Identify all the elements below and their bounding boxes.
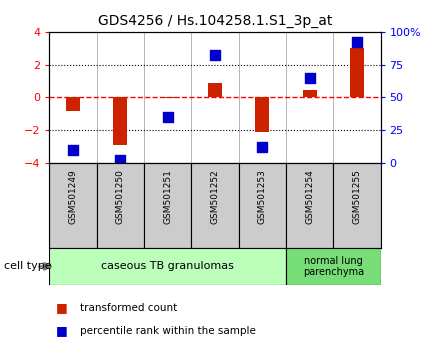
Text: GSM501249: GSM501249	[69, 169, 77, 223]
Text: GSM501252: GSM501252	[211, 169, 219, 223]
Bar	[144, 163, 191, 248]
Text: normal lung
parenchyma: normal lung parenchyma	[303, 256, 364, 277]
Point	[306, 75, 313, 81]
Bar	[161, 97, 175, 98]
Text: ■: ■	[56, 302, 68, 314]
Bar	[113, 97, 127, 145]
Text: cell type: cell type	[4, 261, 52, 272]
Bar	[350, 48, 364, 97]
Bar	[239, 163, 286, 248]
Point	[212, 53, 218, 58]
Text: percentile rank within the sample: percentile rank within the sample	[80, 326, 255, 336]
Bar	[286, 163, 333, 248]
Bar	[333, 163, 381, 248]
Bar	[208, 82, 222, 97]
Bar	[49, 248, 286, 285]
Text: GSM501254: GSM501254	[305, 169, 314, 223]
Bar	[286, 248, 381, 285]
Text: GSM501251: GSM501251	[163, 169, 172, 224]
Bar	[49, 163, 97, 248]
Text: caseous TB granulomas: caseous TB granulomas	[101, 261, 234, 272]
Point	[259, 144, 266, 150]
Text: ■: ■	[56, 325, 68, 337]
Point	[353, 40, 360, 45]
Point	[117, 158, 124, 163]
Text: GSM501253: GSM501253	[258, 169, 267, 224]
Text: GSM501250: GSM501250	[116, 169, 125, 224]
Bar	[303, 90, 316, 97]
Bar	[97, 163, 144, 248]
Title: GDS4256 / Hs.104258.1.S1_3p_at: GDS4256 / Hs.104258.1.S1_3p_at	[98, 14, 332, 28]
Text: GSM501255: GSM501255	[353, 169, 361, 224]
Bar	[191, 163, 239, 248]
Text: transformed count: transformed count	[80, 303, 177, 313]
Point	[164, 114, 171, 120]
Point	[70, 147, 77, 153]
Bar	[66, 97, 80, 111]
Bar	[255, 97, 269, 132]
